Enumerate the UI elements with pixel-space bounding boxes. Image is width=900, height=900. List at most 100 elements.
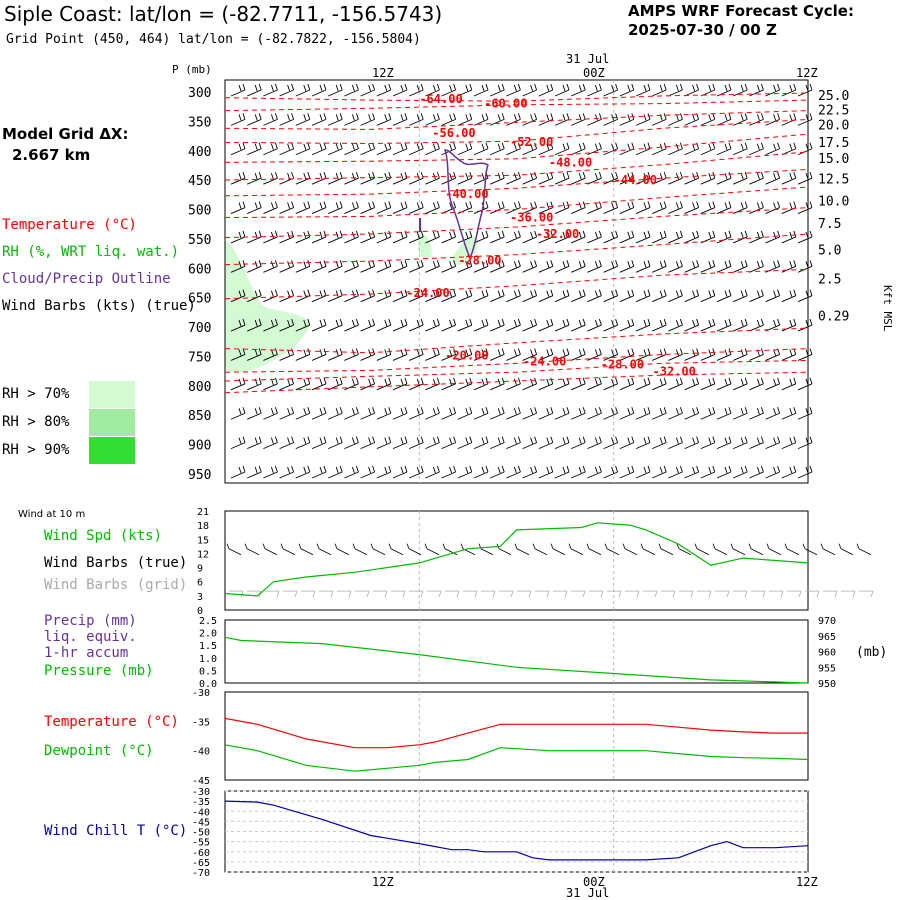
wind-barb (619, 465, 635, 479)
wind-barb (554, 465, 570, 479)
wind-barb (716, 113, 732, 126)
wind-barb (392, 201, 408, 214)
pressure-ytick-label: 960 (818, 648, 836, 659)
wind-barb (587, 436, 602, 450)
wind-barb (490, 407, 505, 420)
rh80-swatch (89, 409, 135, 436)
wind-barb (684, 260, 700, 273)
wind-barb (409, 318, 424, 332)
pressure-tick-label: 450 (188, 174, 211, 189)
wind-barb (668, 83, 683, 97)
wind-barb (538, 83, 554, 97)
wind-barb (749, 407, 764, 420)
wind-barb-grid (661, 590, 676, 598)
wind-barb (733, 436, 748, 450)
isotherm-line (224, 371, 809, 394)
wind-barb (425, 289, 440, 303)
wind-barb (603, 142, 619, 156)
wind-barb (587, 377, 602, 391)
isotherm-line (224, 268, 809, 300)
wind-chill-ytick-label: -30 (192, 787, 210, 798)
wind-barb-grid (463, 590, 478, 598)
wind-barb (684, 289, 700, 303)
wind-barb (247, 348, 262, 361)
wind-barb (473, 436, 489, 450)
wind-barb (425, 113, 440, 126)
isotherm-line (224, 133, 809, 163)
wind-10m-label: Wind at 10 m (18, 509, 86, 520)
wind-barb (749, 230, 764, 244)
wind-barb (295, 113, 311, 126)
wind-barb (668, 230, 683, 244)
wind-ytick-label: 0 (197, 606, 203, 617)
wind-barb (733, 465, 748, 479)
wind-barb (344, 465, 359, 479)
wind-barb (652, 289, 667, 303)
wind-barb (797, 436, 813, 450)
height-tick-label: 12.5 (818, 172, 849, 187)
wind-barb (668, 289, 683, 303)
wind-barb (295, 407, 311, 420)
wind-barb (749, 201, 764, 214)
wind-barb (295, 201, 311, 214)
wind-barb (781, 407, 797, 420)
profile-frame (224, 79, 809, 484)
wind-barb (668, 172, 683, 185)
wind-barb (457, 377, 473, 391)
wind-barb (311, 113, 327, 126)
wind-barb (571, 436, 586, 450)
wind-barb (425, 83, 440, 97)
height-tick-label: 17.5 (818, 136, 849, 151)
wind-barb (263, 172, 278, 185)
wind-barb (684, 201, 700, 214)
wind-ytick-label: 9 (197, 564, 203, 575)
wind-chill-panel-frame (224, 790, 809, 873)
wind-barb (571, 83, 586, 97)
wind-barb (409, 260, 424, 273)
wind-barb (684, 348, 700, 361)
wind-barb-true (316, 543, 332, 556)
wind-barb (506, 113, 521, 126)
wind-barb (425, 407, 440, 420)
precip-ytick-label: 1.5 (199, 641, 217, 652)
pressure-tick-label: 350 (188, 115, 211, 130)
isotherm-line (224, 92, 809, 102)
wind-barb-true (550, 543, 566, 556)
time-tick-label-top: 00Z (583, 66, 605, 80)
wind-barb (409, 172, 424, 185)
wind-barb-true (712, 543, 728, 556)
wind-barb (684, 113, 700, 126)
precip-ytick-label: 1.0 (199, 654, 217, 665)
time-tick-label-top: 12Z (372, 66, 394, 80)
wind-barb (263, 260, 278, 273)
wind-barb (295, 436, 311, 450)
wind-barb (230, 142, 246, 156)
pressure-tick-label: 950 (188, 468, 211, 483)
wind-barb (441, 83, 457, 97)
wind-barb (360, 260, 376, 273)
wind-barb-true (262, 543, 278, 556)
wind-barb (684, 230, 700, 244)
pressure-tick-label: 850 (188, 409, 211, 424)
wind-barb (603, 230, 619, 244)
wind-barb (247, 289, 262, 303)
wind-barb-true (514, 543, 530, 556)
wind-barb (619, 289, 635, 303)
wind-barb (230, 318, 246, 332)
wind-barb (733, 142, 748, 156)
pressure-label: Pressure (mb) (44, 663, 154, 679)
rh90-swatch (89, 437, 135, 464)
wind-barb (360, 465, 376, 479)
wind-barb-true (388, 543, 404, 556)
wind-barb (457, 436, 473, 450)
pressure-tick-label: 800 (188, 380, 211, 395)
wind-barb (781, 436, 797, 450)
wind-barb (263, 142, 278, 156)
wind-barb (765, 407, 781, 420)
wind-barb-true (478, 543, 494, 556)
wind-barb (571, 318, 586, 332)
wind-barb (506, 289, 521, 303)
wind-barb (279, 260, 295, 273)
wind-barb (360, 83, 376, 97)
